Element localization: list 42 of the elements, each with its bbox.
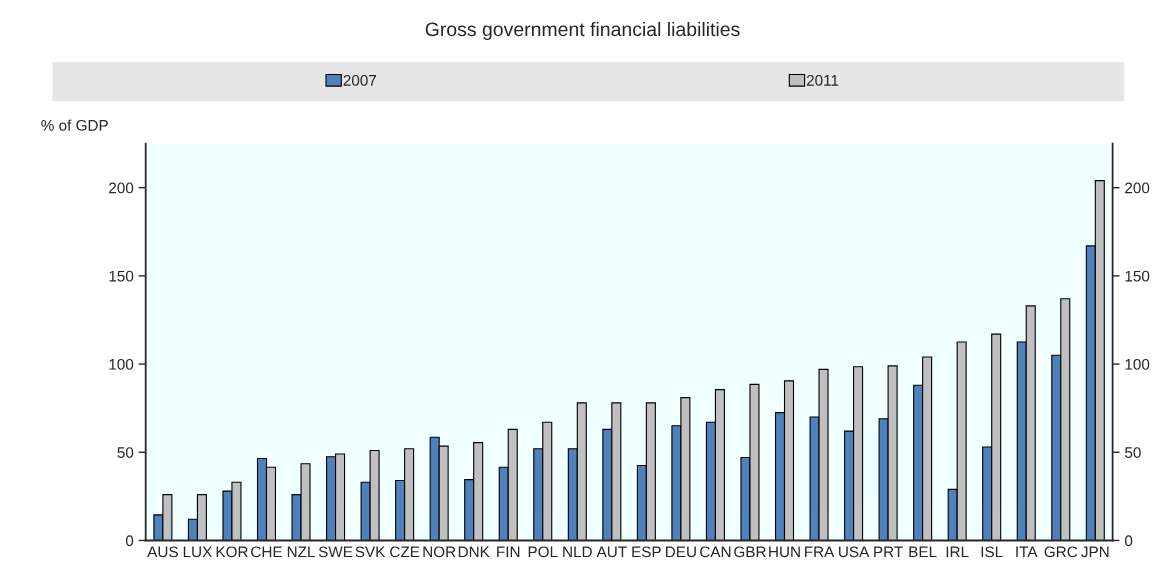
x-tick-label: AUS <box>147 546 178 558</box>
y2-tick-label: 100 <box>1125 358 1150 370</box>
x-tick-label: AUT <box>596 546 627 558</box>
y-axis-title: % of GDP <box>41 119 108 131</box>
x-tick-label: GRC <box>1044 546 1078 558</box>
x-tick-label: KOR <box>216 546 248 558</box>
x-tick-label: CZE <box>390 546 420 558</box>
x-tick-label: CAN <box>700 546 731 558</box>
x-tick-label: BEL <box>909 546 937 558</box>
y2-tick-label: 200 <box>1125 182 1150 194</box>
x-tick-label: HUN <box>769 546 800 558</box>
x-tick-label: FIN <box>497 546 520 558</box>
x-tick-label: PRT <box>874 546 903 558</box>
x-tick-label: IRL <box>946 546 969 558</box>
x-tick-label: DEU <box>666 546 696 558</box>
x-tick-label: GBR <box>734 546 766 558</box>
x-tick-label: FRA <box>805 546 835 558</box>
x-tick-label: SVK <box>355 546 386 558</box>
x-tick-label: NZL <box>287 546 315 558</box>
x-tick-label: ESP <box>632 546 661 558</box>
x-tick-label: LUX <box>183 546 212 558</box>
y-tick-label: 150 <box>109 270 134 282</box>
x-tick-label: POL <box>528 546 558 558</box>
x-tick-label: CHE <box>251 546 282 558</box>
x-tick-label: NLD <box>563 546 592 558</box>
x-tick-label: USA <box>839 546 870 558</box>
y-tick-label: 0 <box>125 535 134 547</box>
x-tick-label: ISL <box>981 546 1003 558</box>
x-tick-label: SWE <box>318 546 353 558</box>
x-tick-label: ITA <box>1016 546 1038 558</box>
legend-label: 2011 <box>806 74 839 86</box>
x-tick-label: NOR <box>423 546 456 558</box>
x-tick-label: JPN <box>1081 546 1109 558</box>
y2-tick-label: 150 <box>1125 270 1150 282</box>
chart-title: Gross government financial liabilities <box>425 21 740 41</box>
y2-tick-label: 50 <box>1124 447 1141 458</box>
y2-tick-label: 0 <box>1124 535 1133 547</box>
x-tick-label: DNK <box>458 546 490 558</box>
y-tick-label: 100 <box>109 358 134 370</box>
y-tick-label: 50 <box>117 447 134 458</box>
legend-label: 2007 <box>343 74 377 86</box>
y-tick-label: 200 <box>109 182 134 194</box>
